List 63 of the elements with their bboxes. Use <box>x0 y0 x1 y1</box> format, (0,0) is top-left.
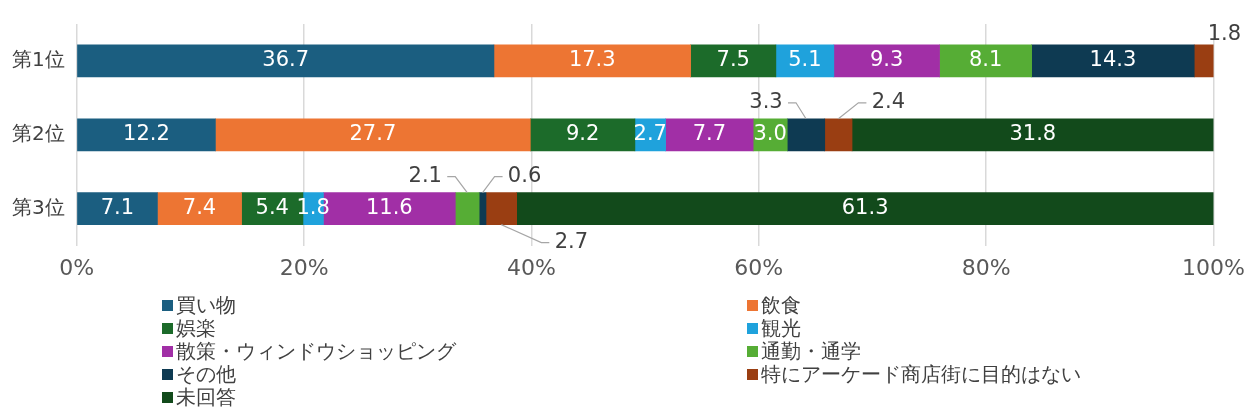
x-tick-label: 60% <box>734 254 784 280</box>
data-label: 1.8 <box>1207 21 1242 46</box>
data-label: 12.2 <box>123 121 170 146</box>
bar <box>77 192 158 225</box>
bar <box>786 118 826 152</box>
data-label: 36.7 <box>262 47 310 72</box>
data-label: 3.0 <box>753 121 787 146</box>
data-label: 2.1 <box>408 163 442 188</box>
data-label: 2.4 <box>871 89 906 114</box>
x-tick-label: 20% <box>279 254 329 280</box>
bar <box>833 44 940 78</box>
legend-label: 未回答 <box>176 385 236 409</box>
legend-label: 娯楽 <box>176 316 216 340</box>
x-tick-label: 40% <box>507 254 556 280</box>
data-label: 9.2 <box>565 121 600 146</box>
bar <box>454 192 480 225</box>
bar <box>690 44 777 78</box>
data-label: 61.3 <box>841 195 889 220</box>
legend-label: 通勤・通学 <box>761 339 861 363</box>
bar <box>493 44 691 78</box>
legend-label: 買い物 <box>176 293 236 317</box>
data-label: 14.3 <box>1089 47 1137 72</box>
data-label: 11.6 <box>365 195 413 220</box>
bar <box>77 118 216 152</box>
data-label: 5.4 <box>255 195 289 220</box>
data-label: 2.7 <box>633 121 667 146</box>
data-label: 7.7 <box>692 121 727 146</box>
bar <box>851 118 1214 152</box>
data-label: 27.7 <box>349 121 397 146</box>
data-label: 17.3 <box>568 47 616 72</box>
data-label: 8.1 <box>968 47 1003 72</box>
data-label: 5.1 <box>788 47 822 72</box>
legend-label: 観光 <box>761 316 801 340</box>
data-label: 7.1 <box>100 195 135 220</box>
bar <box>157 192 242 225</box>
bar <box>478 192 487 225</box>
legend-label: その他 <box>176 362 236 386</box>
y-tick-label: 第2位 <box>11 121 65 145</box>
data-label: 9.3 <box>870 47 904 72</box>
bar <box>529 118 636 152</box>
data-label: 31.8 <box>1009 121 1057 146</box>
y-tick-label: 第1位 <box>11 47 65 72</box>
data-label: 0.6 <box>507 163 542 188</box>
data-label: 3.3 <box>749 89 783 114</box>
bar <box>1193 44 1214 78</box>
x-tick-label: 100% <box>1182 254 1246 280</box>
y-tick-label: 第3位 <box>11 194 65 219</box>
bar <box>665 118 754 152</box>
data-label: 2.7 <box>554 229 589 254</box>
bar <box>485 192 518 225</box>
legend-label: 散策・ウィンドウショッピング <box>176 339 456 363</box>
bar <box>939 44 1032 78</box>
bar <box>77 44 495 78</box>
data-label: 7.4 <box>182 195 217 220</box>
bar <box>215 118 531 152</box>
bar <box>824 118 853 152</box>
x-tick-label: 0% <box>59 254 95 280</box>
x-tick-label: 80% <box>961 254 1011 280</box>
data-label: 7.5 <box>716 47 750 72</box>
bar <box>516 192 1214 225</box>
bar <box>1031 44 1195 78</box>
legend-label: 飲食 <box>761 293 801 317</box>
legend-label: 特にアーケード商店街に目的はない <box>761 362 1081 386</box>
